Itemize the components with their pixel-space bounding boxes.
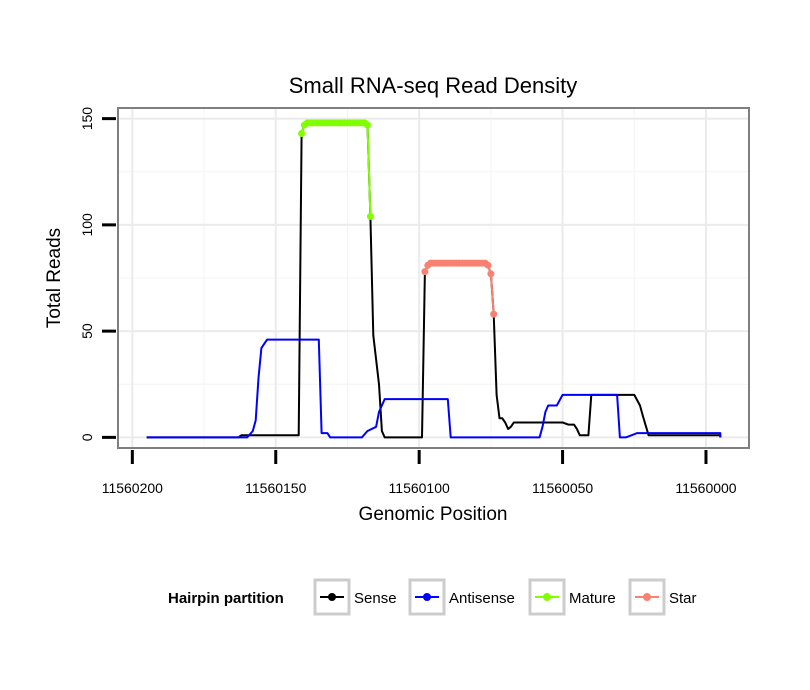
series-line-antisense [146, 338, 722, 439]
legend-key-point-mature [543, 593, 551, 601]
legend: Hairpin partition Sense Antisense Mature Sta… [168, 578, 697, 616]
y-axis-title: Total Reads [44, 228, 65, 328]
data-point-mature [298, 130, 306, 137]
legend-label-mature: Mature [569, 590, 616, 607]
legend-key-point-star [643, 593, 651, 601]
x-tick-label: 11560150 [245, 480, 306, 496]
x-tick-label: 11560100 [389, 480, 450, 496]
legend-title: Hairpin partition [168, 590, 284, 607]
data-point-star [484, 261, 492, 269]
legend-label-star: Star [669, 590, 697, 607]
legend-key-point-antisense [423, 593, 431, 601]
grid-lines [118, 108, 749, 448]
series-star [421, 259, 498, 318]
legend-label-sense: Sense [354, 590, 397, 607]
y-tick-label: 0 [79, 433, 95, 441]
series-mature [298, 119, 374, 220]
chart-title: Small RNA-seq Read Density [289, 73, 578, 98]
data-point-star [487, 270, 495, 278]
series-antisense [146, 338, 722, 439]
data-point-mature [366, 212, 374, 220]
x-tick-label: 11560050 [532, 480, 593, 496]
y-axis: 0 50 100 150 [79, 107, 116, 441]
y-tick-label: 150 [79, 107, 95, 131]
x-tick-label: 11560000 [675, 480, 736, 496]
x-tick-label: 11560200 [102, 480, 163, 496]
data-point-mature [364, 121, 371, 129]
data-series [146, 119, 722, 439]
legend-label-antisense: Antisense [449, 590, 515, 607]
data-point-star [421, 268, 429, 276]
x-axis-title: Genomic Position [359, 504, 508, 525]
x-axis: 11560200 11560150 11560100 11560050 11560000 [102, 450, 737, 496]
y-tick-label: 100 [79, 213, 95, 237]
y-tick-label: 50 [79, 323, 95, 339]
legend-key-point-sense [328, 593, 336, 601]
data-point-star [490, 310, 498, 318]
plot-border [117, 107, 750, 449]
